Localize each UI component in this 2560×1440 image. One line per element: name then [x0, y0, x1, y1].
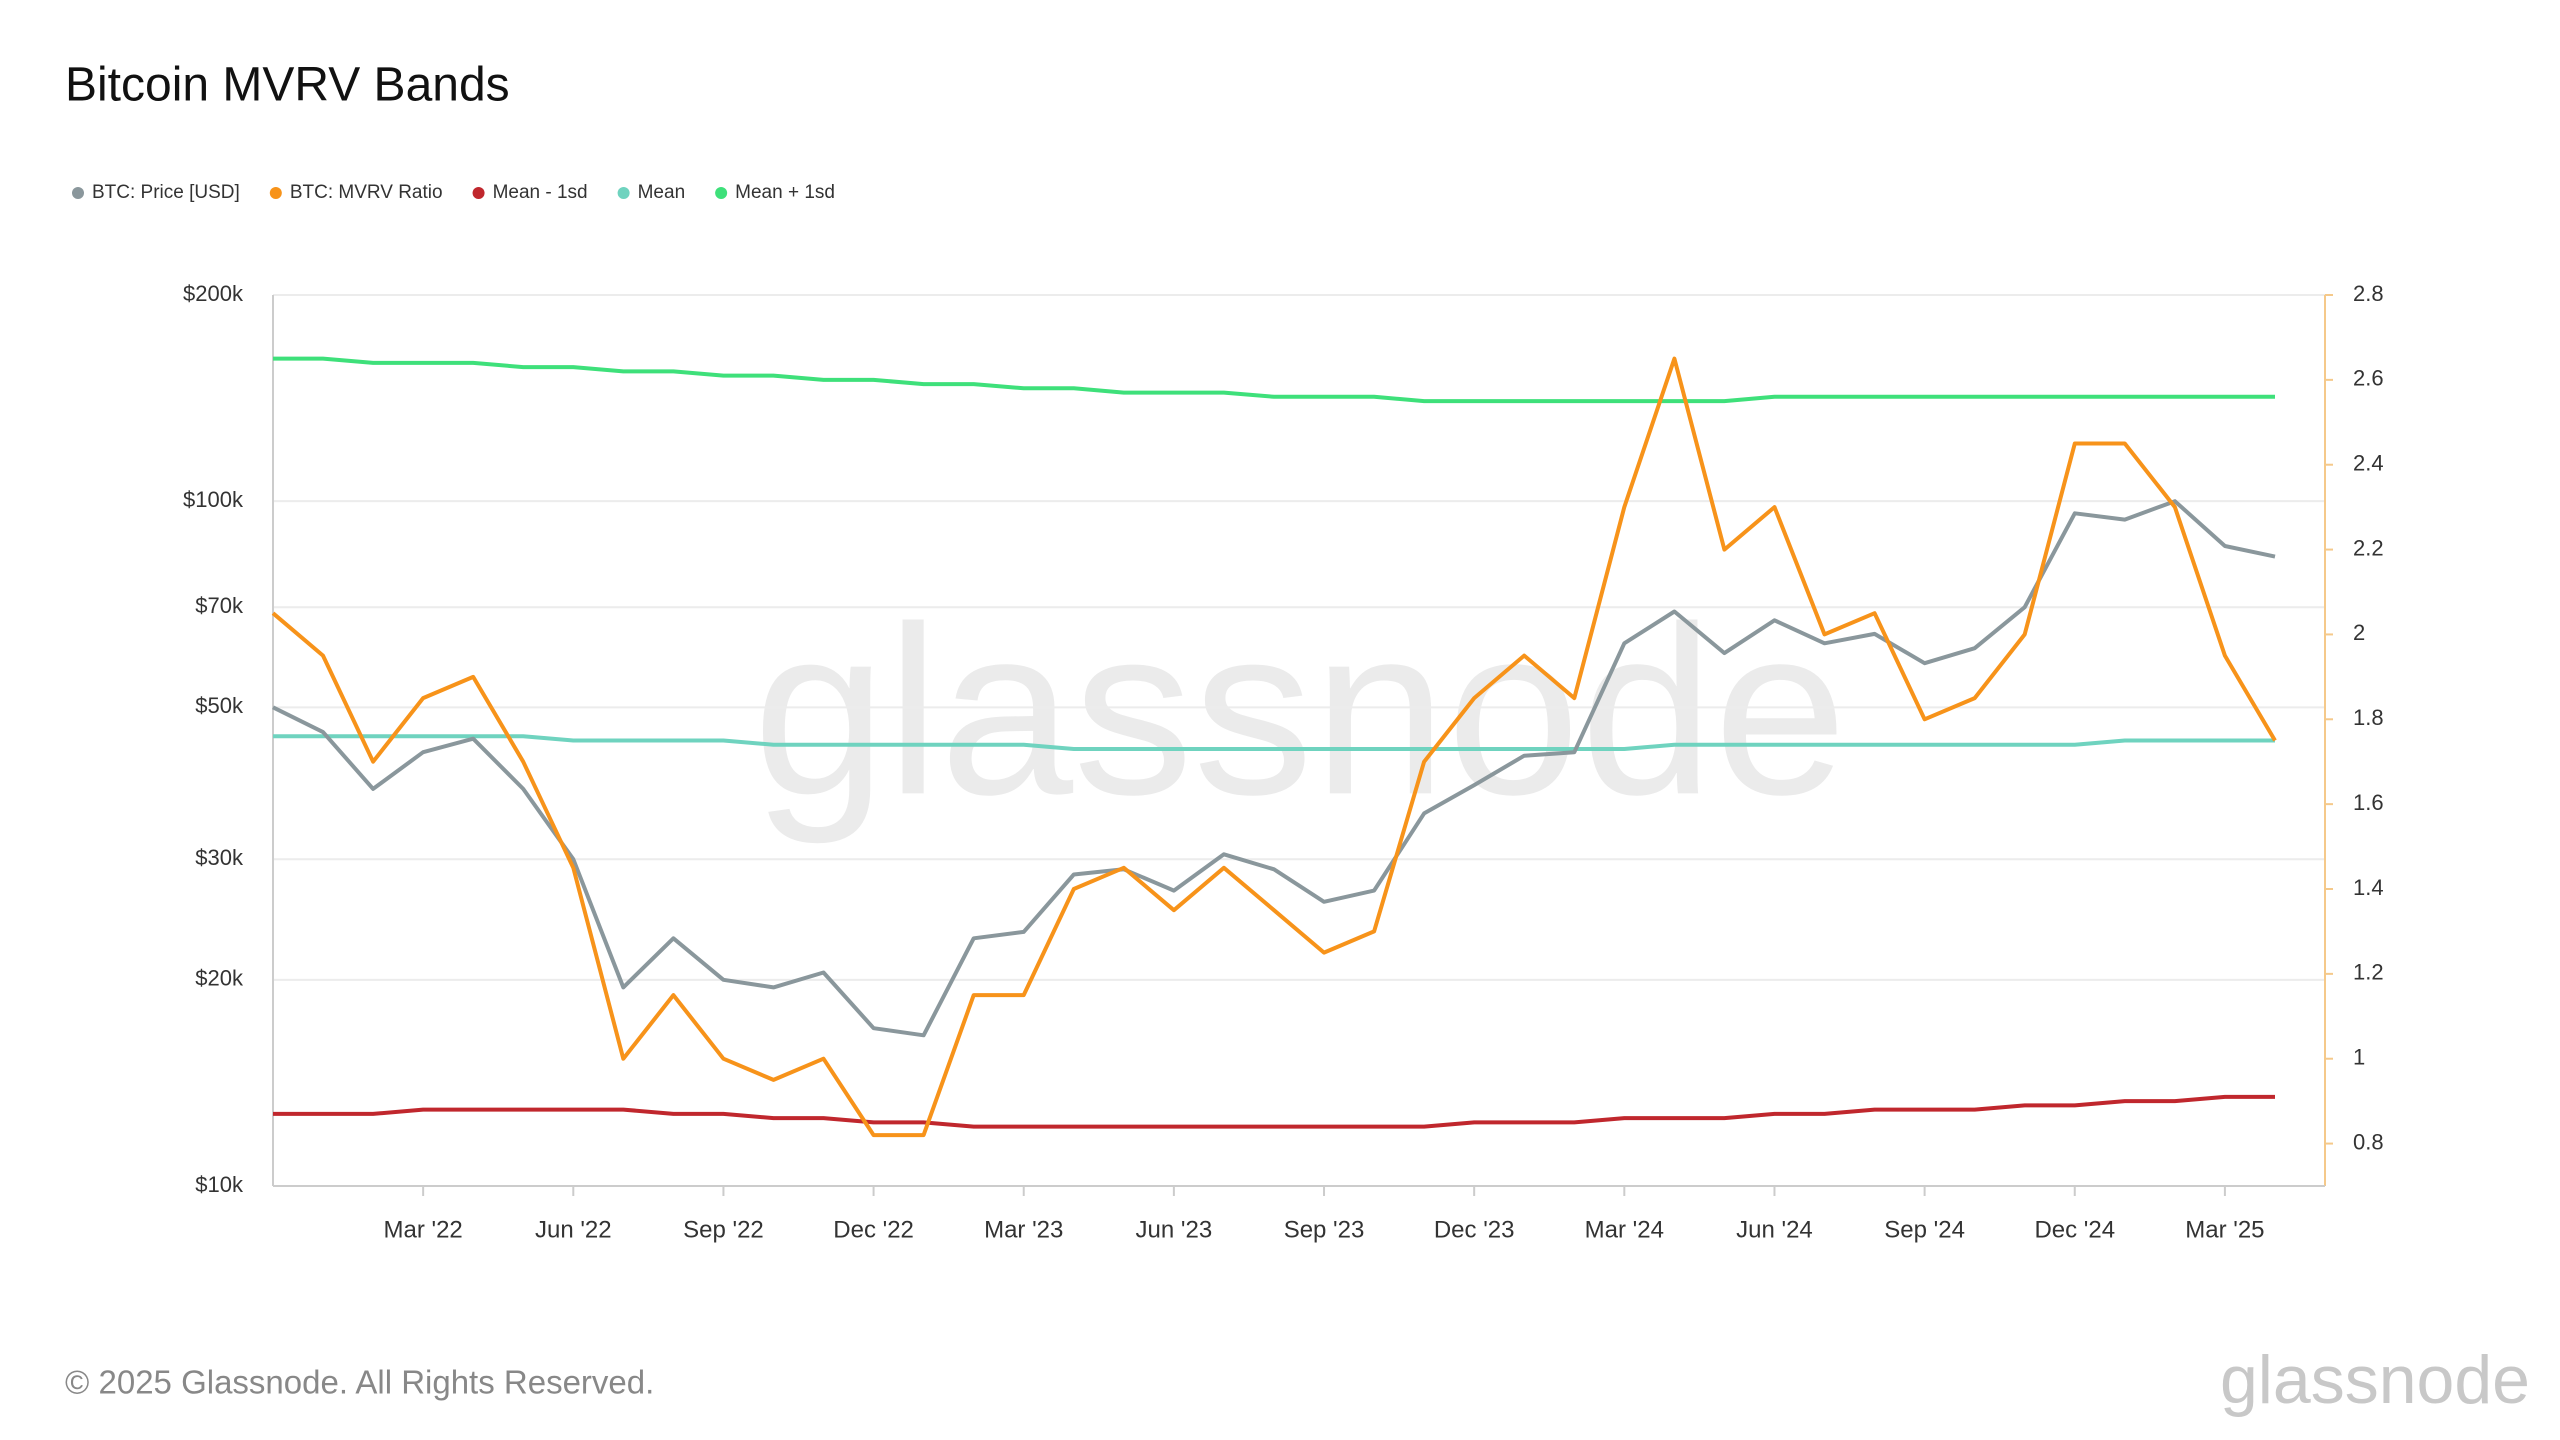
legend-marker: [472, 187, 485, 199]
series-line: [273, 356, 2275, 404]
y-tick-label: $200k: [183, 281, 244, 306]
y2-tick-label: 2.8: [2353, 281, 2384, 306]
y2-tick-label: 2.2: [2353, 535, 2384, 560]
y-tick-label: $30k: [195, 845, 244, 870]
legend-label: BTC: MVRV Ratio: [290, 182, 443, 203]
logo: glassnode: [2220, 1342, 2530, 1418]
x-tick-label: Jun '22: [535, 1216, 612, 1243]
y2-tick-label: 1.2: [2353, 960, 2384, 985]
x-tick-label: Sep '23: [1284, 1216, 1365, 1243]
x-tick-label: Mar '22: [384, 1216, 463, 1243]
y2-tick-label: 0.8: [2353, 1129, 2384, 1154]
y2-tick-label: 1.4: [2353, 875, 2384, 900]
legend-label: Mean + 1sd: [735, 182, 835, 203]
y-tick-label: $100k: [183, 487, 244, 512]
y2-tick-label: 2.6: [2353, 366, 2384, 391]
legend-marker: [269, 187, 282, 199]
x-tick-label: Mar '23: [984, 1216, 1063, 1243]
series-line: [272, 499, 2276, 1038]
legend-label: BTC: Price [USD]: [92, 182, 240, 203]
legend-marker: [617, 187, 630, 199]
y2-tick-label: 2: [2353, 620, 2365, 645]
x-tick-label: Dec '24: [2034, 1216, 2115, 1243]
y2-tick-label: 1: [2353, 1045, 2365, 1070]
watermark: glassnode: [753, 576, 1847, 844]
y2-tick-label: 2.4: [2353, 451, 2384, 476]
series-line: [273, 1094, 2275, 1129]
x-tick-label: Dec '23: [1434, 1216, 1515, 1243]
x-tick-label: Mar '25: [2185, 1216, 2264, 1243]
y-tick-label: $70k: [195, 593, 244, 618]
legend-marker: [715, 187, 728, 199]
x-tick-label: Jun '24: [1736, 1216, 1813, 1243]
y-tick-label: $20k: [195, 966, 244, 991]
legend-marker: [72, 187, 84, 199]
legend-label: Mean: [638, 182, 686, 203]
series-line: [273, 734, 2275, 751]
y2-tick-label: 1.8: [2353, 705, 2384, 730]
x-tick-label: Sep '22: [683, 1216, 764, 1243]
y2-tick-label: 1.6: [2353, 790, 2384, 815]
legend-label: Mean - 1sd: [493, 182, 588, 203]
x-tick-label: Mar '24: [1585, 1216, 1664, 1243]
y-tick-label: $10k: [195, 1172, 244, 1197]
x-tick-label: Dec '22: [833, 1216, 914, 1243]
chart-title: Bitcoin MVRV Bands: [65, 59, 510, 112]
series-line: [271, 356, 2277, 1138]
x-tick-label: Sep '24: [1884, 1216, 1965, 1243]
x-tick-label: Jun '23: [1136, 1216, 1213, 1243]
footer: © 2025 Glassnode. All Rights Reserved.: [65, 1364, 654, 1401]
y-tick-label: $50k: [195, 693, 244, 718]
